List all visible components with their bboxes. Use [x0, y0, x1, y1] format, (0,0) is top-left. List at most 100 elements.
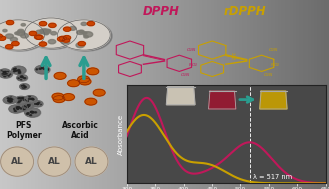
Text: DPPH: DPPH — [143, 5, 180, 18]
Circle shape — [6, 20, 14, 25]
Bar — [18, 0, 20, 189]
Bar — [25, 0, 26, 189]
Text: $O_2N$: $O_2N$ — [180, 71, 191, 79]
Circle shape — [26, 106, 28, 107]
Bar — [79, 0, 81, 189]
Bar — [72, 0, 74, 189]
Bar — [141, 0, 143, 189]
Bar — [197, 0, 199, 189]
Circle shape — [48, 40, 56, 44]
Bar — [100, 0, 102, 189]
Bar — [84, 0, 86, 189]
Bar — [271, 0, 273, 189]
Bar — [225, 0, 227, 189]
Circle shape — [35, 65, 50, 74]
Circle shape — [3, 29, 7, 32]
Bar — [123, 0, 125, 189]
Bar — [82, 0, 84, 189]
Bar — [191, 0, 192, 189]
Bar — [220, 0, 222, 189]
Circle shape — [49, 23, 56, 27]
Circle shape — [3, 74, 5, 76]
Circle shape — [20, 100, 22, 101]
Bar — [7, 0, 8, 189]
Bar — [31, 0, 33, 189]
Bar — [107, 0, 109, 189]
Bar — [120, 0, 122, 189]
Circle shape — [40, 104, 41, 105]
Circle shape — [26, 113, 29, 115]
Bar — [105, 0, 107, 189]
Bar — [222, 0, 224, 189]
Bar — [301, 0, 303, 189]
Bar — [150, 0, 151, 189]
Circle shape — [35, 35, 42, 39]
Circle shape — [0, 71, 13, 78]
Bar — [59, 0, 61, 189]
Circle shape — [10, 37, 17, 41]
Bar — [174, 0, 176, 189]
Bar — [10, 0, 12, 189]
Bar — [117, 0, 118, 189]
Circle shape — [0, 69, 10, 75]
Bar — [278, 0, 280, 189]
Circle shape — [3, 97, 15, 104]
Bar — [298, 0, 299, 189]
Bar — [199, 0, 201, 189]
Circle shape — [5, 71, 6, 72]
Bar — [265, 0, 266, 189]
Bar — [92, 0, 94, 189]
Bar — [196, 0, 197, 189]
Circle shape — [24, 105, 26, 106]
Circle shape — [41, 68, 43, 69]
Circle shape — [5, 96, 17, 103]
Circle shape — [25, 87, 26, 88]
Circle shape — [21, 76, 23, 77]
Bar — [95, 0, 97, 189]
Bar — [81, 0, 82, 189]
Bar — [311, 0, 313, 189]
Bar — [204, 0, 206, 189]
Circle shape — [78, 76, 89, 83]
Circle shape — [60, 21, 112, 51]
Bar — [202, 0, 204, 189]
Bar — [324, 0, 326, 189]
Bar — [280, 0, 281, 189]
Bar — [104, 0, 105, 189]
Circle shape — [36, 30, 43, 34]
Bar — [253, 0, 255, 189]
Circle shape — [78, 42, 86, 46]
Circle shape — [15, 70, 17, 71]
Circle shape — [79, 30, 84, 33]
Bar — [206, 0, 207, 189]
Bar — [112, 0, 114, 189]
Circle shape — [18, 72, 21, 74]
Circle shape — [10, 105, 23, 113]
Circle shape — [69, 26, 76, 30]
Bar — [146, 0, 148, 189]
Text: AL: AL — [85, 157, 98, 166]
Circle shape — [5, 96, 18, 104]
Bar — [156, 0, 158, 189]
Circle shape — [24, 96, 37, 103]
Circle shape — [46, 69, 48, 70]
Bar — [23, 0, 25, 189]
Bar — [317, 0, 319, 189]
Text: AL: AL — [11, 157, 23, 166]
Text: $O_2N$: $O_2N$ — [268, 46, 278, 54]
Bar — [245, 0, 247, 189]
Bar — [21, 0, 23, 189]
Bar — [148, 0, 150, 189]
Circle shape — [22, 97, 24, 98]
Bar — [268, 0, 270, 189]
Circle shape — [22, 108, 24, 109]
Bar — [0, 0, 2, 189]
Bar — [306, 0, 308, 189]
Circle shape — [93, 89, 105, 96]
Bar — [90, 0, 92, 189]
Bar — [286, 0, 288, 189]
Circle shape — [15, 32, 19, 35]
Bar — [184, 0, 186, 189]
Bar — [250, 0, 252, 189]
Circle shape — [21, 85, 22, 86]
